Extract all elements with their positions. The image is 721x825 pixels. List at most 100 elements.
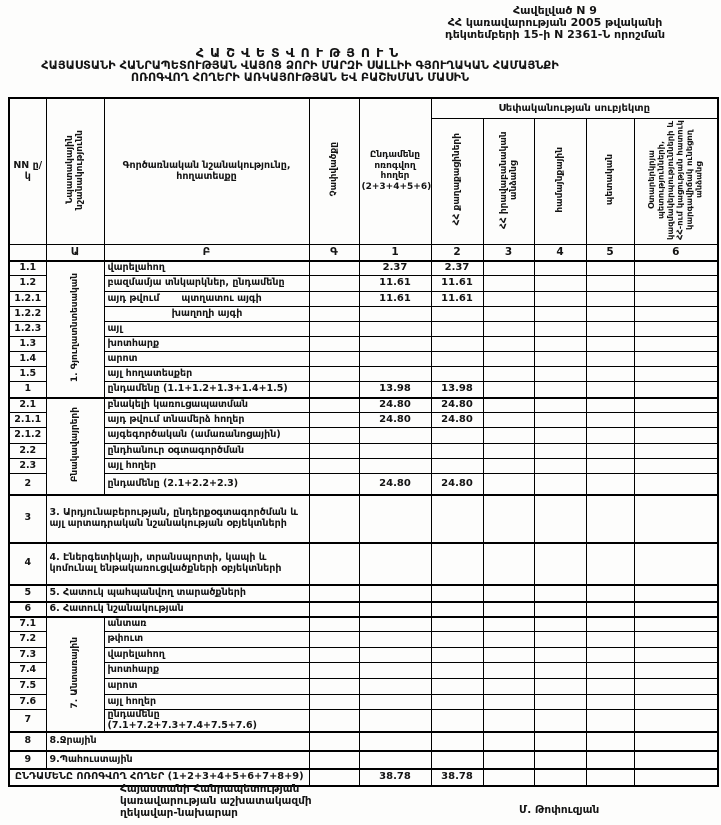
- value-cell: 24.80: [430, 473, 484, 495]
- empty-cell: [633, 443, 719, 459]
- row-num-cell: 7: [8, 709, 47, 733]
- header-foreign-label: Օտարերկրյա պետությունների, կազմակերպությ…: [646, 119, 704, 240]
- empty-cell: [633, 709, 719, 733]
- value-cell: 24.80: [430, 396, 484, 413]
- row-label-cell: ընդամենը (7.1+7.2+7.3+7.4+7.5+7.6): [103, 709, 310, 733]
- row-num-cell: 5: [8, 583, 47, 602]
- empty-cell: [633, 351, 719, 367]
- empty-cell: [308, 473, 360, 495]
- empty-cell: [585, 260, 635, 276]
- header-ownership-group: Սեփականության սուբյեկտը: [430, 97, 719, 119]
- row-label-cell: ընդամենը (1.1+1.2+1.3+1.4+1.5): [103, 381, 310, 398]
- row-num-cell: 1.3: [8, 336, 47, 352]
- table-row: 8 8.Ջրային: [8, 731, 719, 752]
- empty-cell: [633, 381, 719, 398]
- value-cell: 24.80: [430, 412, 484, 428]
- table-row: 2 ընդամենը (2.1+2.2+2.3) 24.80 24.80: [8, 473, 719, 495]
- empty-cell: [430, 583, 484, 602]
- empty-cell: [308, 366, 360, 382]
- empty-cell: [308, 631, 360, 648]
- empty-cell: [482, 427, 535, 444]
- empty-cell: [358, 709, 432, 733]
- empty-cell: [358, 493, 432, 543]
- row-label-cell: այլ: [103, 321, 310, 337]
- letter-cell: 4: [533, 243, 587, 262]
- row-num-cell: 2.2: [8, 443, 47, 459]
- empty-cell: [633, 750, 719, 770]
- value-cell: 2.37: [430, 260, 484, 276]
- empty-cell: [308, 541, 360, 585]
- empty-cell: [585, 615, 635, 632]
- letter-cell: Բ: [103, 243, 310, 262]
- empty-cell: [585, 678, 635, 695]
- empty-cell: [533, 458, 587, 474]
- table-row: 1.1 1. Գյուղատնտեսական վարելահող 2.37 2.37: [8, 260, 719, 398]
- table-row: 1.2.3 այլ: [8, 321, 719, 337]
- empty-cell: [482, 631, 535, 648]
- empty-cell: [533, 336, 587, 352]
- empty-cell: [533, 291, 587, 307]
- row-num-cell: 2.1: [8, 396, 47, 413]
- empty-cell: [430, 662, 484, 679]
- empty-cell: [585, 709, 635, 733]
- row-label-cell: այդ թվում տնամերձ հողեր: [103, 412, 310, 428]
- row-num-cell: 1.5: [8, 366, 47, 382]
- empty-cell: [358, 427, 432, 444]
- header-purpose: Նպատակային նշանակությունն: [45, 97, 105, 245]
- group-label-cell: 7. Անտառային: [45, 615, 105, 733]
- row-label-cell: խաղողի այգի: [103, 306, 310, 322]
- empty-cell: [308, 351, 360, 367]
- empty-cell: [482, 291, 535, 307]
- empty-cell: [430, 750, 484, 770]
- appendix-line: Հավելված N 9: [513, 4, 597, 17]
- signatory-line: Հայաստանի Հանրապետության: [120, 783, 300, 795]
- value-cell: 2.37: [358, 260, 432, 276]
- table-row: 1.3 խոտհարք: [8, 336, 719, 352]
- row-num-cell: 7.2: [8, 631, 47, 648]
- table-row: 9 9.Պահուստային: [8, 750, 719, 770]
- empty-cell: [533, 443, 587, 459]
- header-community: համայնքային: [533, 117, 587, 245]
- empty-cell: [308, 260, 360, 276]
- empty-cell: [482, 351, 535, 367]
- empty-cell: [533, 427, 587, 444]
- empty-cell: [308, 647, 360, 663]
- empty-cell: [585, 541, 635, 585]
- irrigated-lands-table: NN ը/կ Նպատակային նշանակությունն Գործառն…: [8, 97, 720, 787]
- empty-cell: [358, 694, 432, 710]
- empty-cell: [585, 647, 635, 663]
- empty-cell: [482, 647, 535, 663]
- empty-cell: [533, 647, 587, 663]
- empty-cell: [482, 306, 535, 322]
- empty-cell: [358, 443, 432, 459]
- title-block: ՀԱՇՎԵՏՎՈՒԹՅՈՒՆ ՀԱՅԱՍՏԱՆԻ ՀԱՆՐԱՊԵՏՈՒԹՅԱՆ …: [0, 46, 600, 84]
- row-num-cell: 4: [8, 541, 47, 585]
- row-label-cell: 9.Պահուստային: [45, 750, 310, 770]
- empty-cell: [482, 709, 535, 733]
- empty-cell: [430, 351, 484, 367]
- header-state-label: պետական: [605, 153, 615, 206]
- empty-cell: [585, 351, 635, 367]
- empty-cell: [585, 750, 635, 770]
- table-row: 1 ընդամենը (1.1+1.2+1.3+1.4+1.5) 13.98 13.9…: [8, 381, 719, 398]
- empty-cell: [308, 694, 360, 710]
- empty-cell: [585, 396, 635, 413]
- empty-cell: [358, 662, 432, 679]
- row-num-cell: 6: [8, 600, 47, 617]
- empty-cell: [482, 381, 535, 398]
- empty-cell: [358, 731, 432, 752]
- empty-cell: [533, 473, 587, 495]
- value-cell: 11.61: [430, 275, 484, 292]
- empty-cell: [482, 443, 535, 459]
- empty-cell: [585, 600, 635, 617]
- row-num-cell: 7.5: [8, 678, 47, 695]
- empty-cell: [430, 631, 484, 648]
- empty-cell: [482, 583, 535, 602]
- row-label-cell: 3. Արդյունաբերության, ընդերքօգտագործման …: [45, 493, 310, 543]
- column-letter-row: Ա Բ Գ 1 2 3 4 5 6: [8, 243, 719, 262]
- empty-cell: [308, 662, 360, 679]
- empty-cell: [585, 631, 635, 648]
- empty-cell: [430, 647, 484, 663]
- value-cell: 24.80: [358, 396, 432, 413]
- empty-cell: [430, 615, 484, 632]
